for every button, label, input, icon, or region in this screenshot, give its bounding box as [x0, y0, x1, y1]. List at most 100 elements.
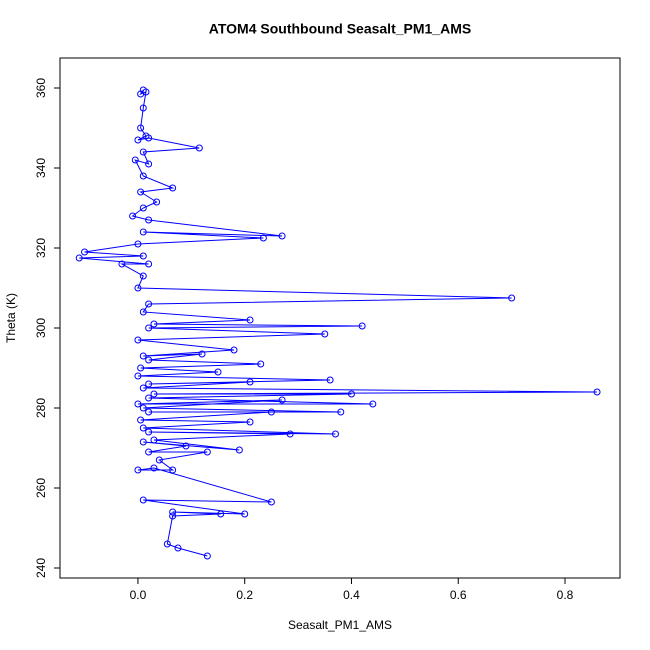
point: [169, 512, 177, 520]
point: [139, 384, 147, 392]
point: [145, 356, 153, 364]
point: [139, 172, 147, 180]
point: [137, 416, 145, 424]
point: [150, 320, 158, 328]
point: [150, 390, 158, 398]
point: [134, 136, 142, 144]
point: [267, 408, 275, 416]
point: [145, 428, 153, 436]
y-tick-label: 360: [34, 78, 48, 98]
point: [174, 544, 182, 552]
point: [145, 380, 153, 388]
point: [241, 510, 249, 518]
point: [139, 438, 147, 446]
point: [145, 324, 153, 332]
x-axis-title: Seasalt_PM1_AMS: [288, 618, 392, 632]
x-tick-label: 0.0: [130, 588, 147, 602]
point: [214, 368, 222, 376]
point: [145, 160, 153, 168]
point: [246, 378, 254, 386]
point: [139, 104, 147, 112]
point: [131, 156, 139, 164]
point: [139, 424, 147, 432]
y-tick-label: 340: [34, 158, 48, 178]
point: [129, 212, 137, 220]
point: [81, 248, 89, 256]
point: [134, 240, 142, 248]
point: [139, 272, 147, 280]
point: [230, 346, 238, 354]
point: [169, 184, 177, 192]
plot-frame: [59, 57, 621, 579]
point: [145, 260, 153, 268]
point: [169, 508, 177, 516]
point: [369, 400, 377, 408]
point: [139, 204, 147, 212]
point: [139, 496, 147, 504]
point: [137, 364, 145, 372]
y-tick-label: 300: [34, 318, 48, 338]
point: [134, 284, 142, 292]
point: [182, 442, 190, 450]
x-tick-label: 0.2: [236, 588, 253, 602]
point: [286, 430, 294, 438]
point: [134, 466, 142, 474]
point: [267, 498, 275, 506]
point: [145, 394, 153, 402]
y-tick-label: 260: [34, 478, 48, 498]
point: [198, 350, 206, 358]
point: [150, 436, 158, 444]
point: [347, 390, 355, 398]
point: [142, 88, 150, 96]
point: [139, 228, 147, 236]
point: [278, 396, 286, 404]
point: [145, 216, 153, 224]
point: [326, 376, 334, 384]
point: [137, 124, 145, 132]
point: [139, 148, 147, 156]
point: [246, 418, 254, 426]
point: [508, 294, 516, 302]
x-tick-label: 0.6: [450, 588, 467, 602]
point: [155, 456, 163, 464]
point: [150, 464, 158, 472]
point: [278, 232, 286, 240]
point: [235, 446, 243, 454]
point: [331, 430, 339, 438]
y-tick-label: 320: [34, 238, 48, 258]
y-axis-title: Theta (K): [4, 293, 18, 343]
point: [169, 466, 177, 474]
point: [139, 308, 147, 316]
point: [145, 300, 153, 308]
point: [145, 134, 153, 142]
x-tick-label: 0.8: [557, 588, 574, 602]
point: [593, 388, 601, 396]
point: [257, 360, 265, 368]
point: [134, 372, 142, 380]
series-line: [79, 89, 598, 557]
point: [195, 144, 203, 152]
point: [246, 316, 254, 324]
point: [145, 448, 153, 456]
y-tick-label: 280: [34, 398, 48, 418]
chart-title: ATOM4 Southbound Seasalt_PM1_AMS: [209, 21, 471, 37]
point: [134, 400, 142, 408]
point: [75, 254, 83, 262]
x-tick-label: 0.4: [343, 588, 360, 602]
point: [163, 540, 171, 548]
point: [337, 408, 345, 416]
point: [139, 252, 147, 260]
point: [139, 352, 147, 360]
point: [145, 408, 153, 416]
point: [139, 404, 147, 412]
point: [358, 322, 366, 330]
point: [203, 552, 211, 560]
point: [259, 234, 267, 242]
point: [118, 260, 126, 268]
point: [217, 510, 225, 518]
y-tick-label: 240: [34, 558, 48, 578]
point: [321, 330, 329, 338]
point: [137, 188, 145, 196]
point: [153, 198, 161, 206]
